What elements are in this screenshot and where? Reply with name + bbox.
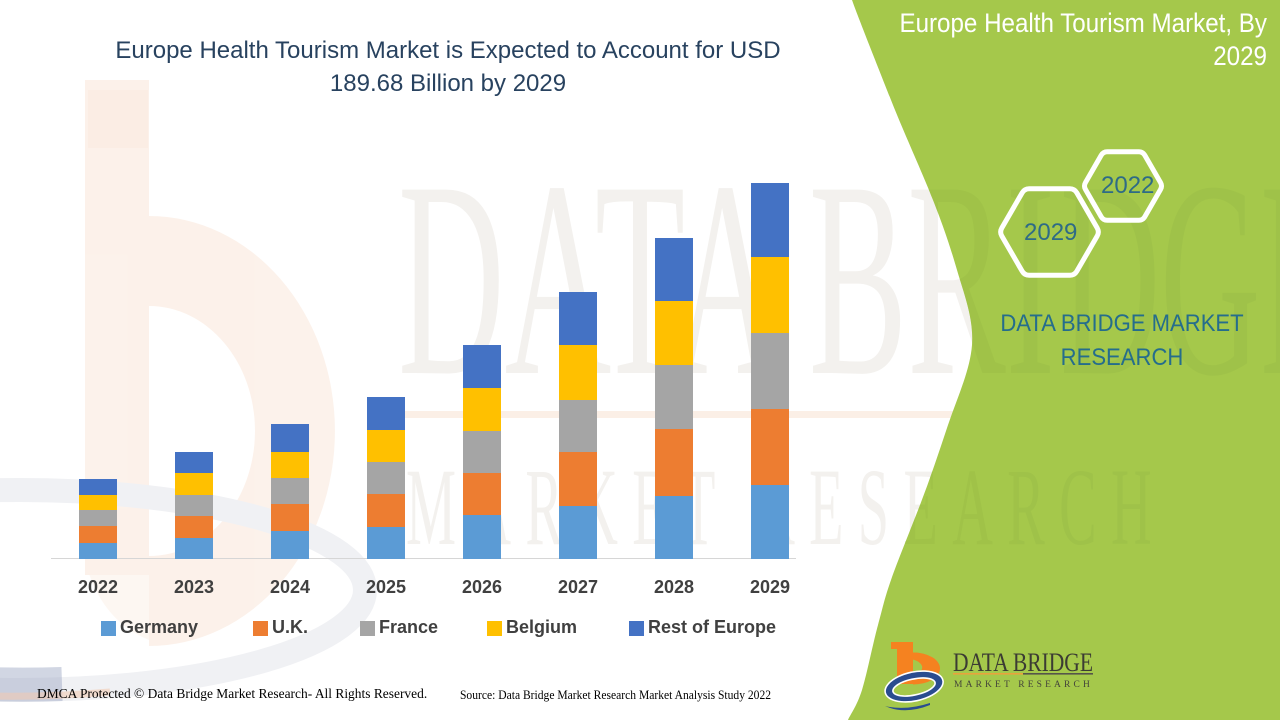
svg-text:DATA BRIDGE: DATA BRIDGE bbox=[953, 648, 1093, 677]
svg-text:MARKET RESEARCH: MARKET RESEARCH bbox=[954, 679, 1093, 689]
svg-text:DGE: DGE bbox=[1060, 123, 1280, 434]
svg-text:DATA BRI: DATA BRI bbox=[398, 123, 1055, 434]
svg-text:MARKET RESEARCH: MARKET RESEARCH bbox=[406, 446, 1166, 568]
